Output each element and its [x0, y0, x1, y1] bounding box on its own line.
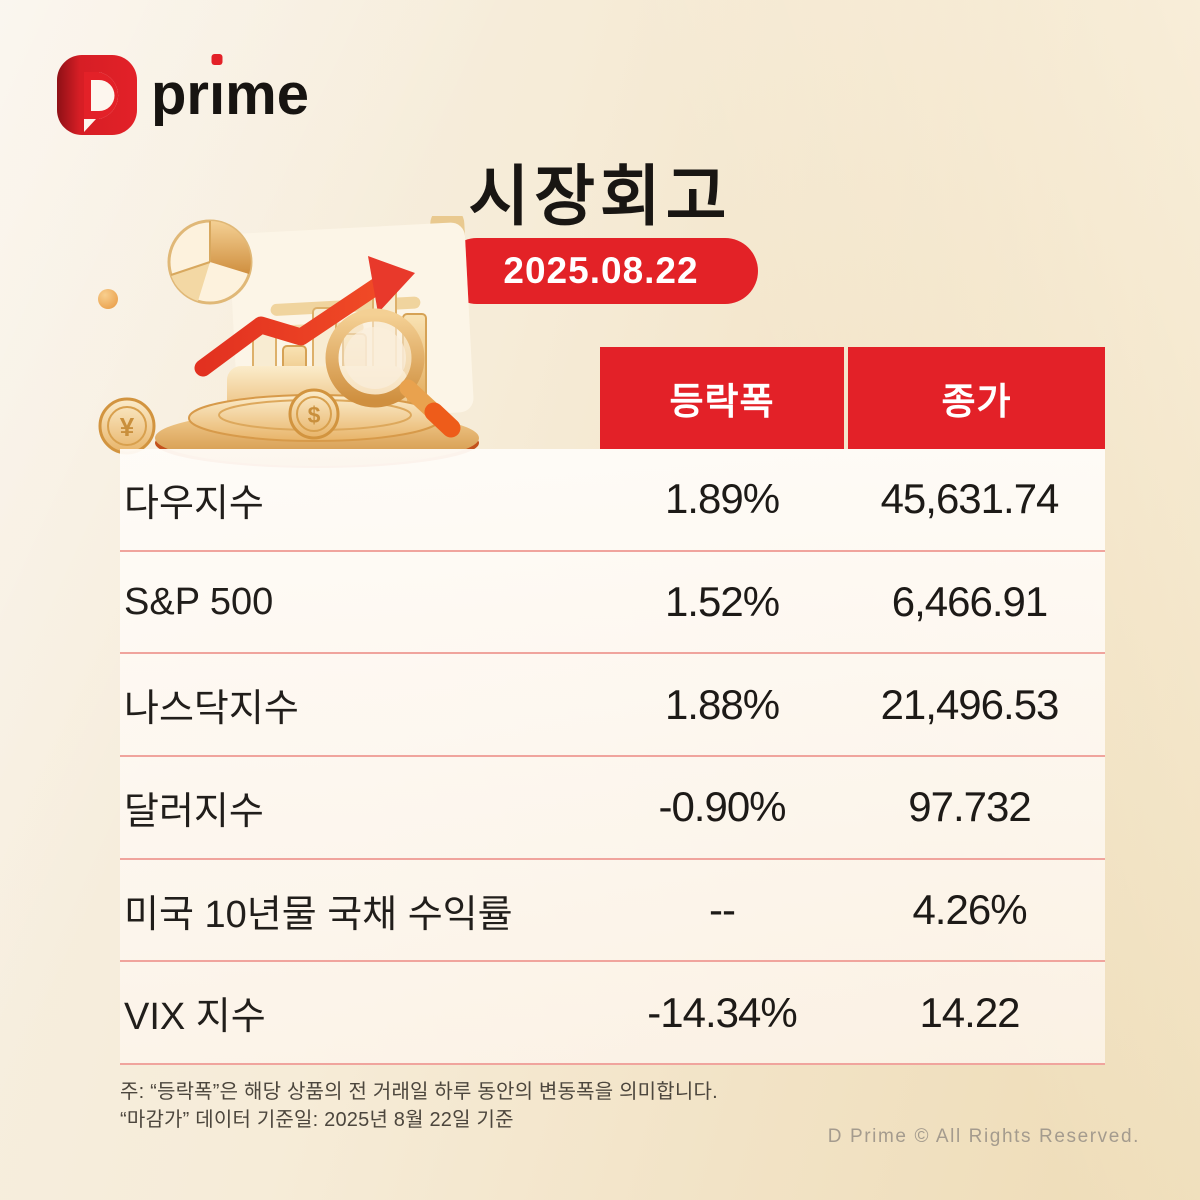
d-prime-logo-icon	[57, 55, 137, 135]
row-close: 21,496.53	[880, 680, 1060, 728]
row-close: 4.26%	[912, 886, 1027, 934]
row-close: 97.732	[908, 783, 1031, 831]
coin-yen-icon: ¥	[98, 397, 156, 455]
row-label: S&P 500	[124, 580, 274, 623]
magnifier-icon	[325, 308, 461, 438]
row-label: 나스닥지수	[124, 688, 299, 731]
row-change: 1.89%	[664, 475, 780, 523]
date-badge: 2025.08.22	[444, 238, 758, 304]
table-row: 미국 10년물 국채 수익률 -- 4.26%	[120, 860, 1105, 963]
wordmark-post: me	[225, 62, 309, 127]
footnote-line1: 주: “등락폭”은 해당 상품의 전 거래일 하루 동안의 변동폭을 의미합니다…	[120, 1081, 718, 1103]
column-header-change: 등락폭	[600, 347, 844, 449]
wordmark-i: ı	[209, 62, 226, 127]
row-change: 1.52%	[664, 578, 780, 626]
column-header-change-label: 등락폭	[669, 381, 775, 422]
footnotes: 주: “등락폭”은 해당 상품의 전 거래일 하루 동안의 변동폭을 의미합니다…	[120, 1078, 718, 1134]
pie-chart-icon	[167, 219, 253, 305]
row-change: 1.88%	[664, 680, 780, 728]
row-label: 미국 10년물 국채 수익률	[124, 893, 513, 936]
row-close: 45,631.74	[880, 475, 1060, 523]
svg-text:$: $	[308, 402, 321, 428]
column-header-close: 종가	[848, 347, 1105, 449]
row-change: -0.90%	[658, 783, 786, 831]
svg-text:¥: ¥	[120, 412, 135, 442]
row-change: -14.34%	[647, 988, 797, 1036]
growth-arrow-icon	[194, 256, 415, 377]
table-row: 나스닥지수 1.88% 21,496.53	[120, 654, 1105, 758]
table-row: 다우지수 1.89% 45,631.74	[120, 449, 1105, 552]
brand-logo: pr ı me	[57, 55, 309, 135]
row-close: 6,466.91	[891, 578, 1049, 626]
column-header-close-label: 종가	[941, 381, 1012, 422]
table-row: S&P 500 1.52% 6,466.91	[120, 552, 1105, 655]
table-row: 달러지수 -0.90% 97.732	[120, 757, 1105, 860]
market-growth-illustration: ¥ $	[98, 216, 479, 468]
page-title: 시장회고	[468, 159, 732, 233]
brand-wordmark: pr ı me	[151, 66, 309, 124]
wordmark-pre: pr	[151, 62, 209, 127]
market-table: 다우지수 1.89% 45,631.74 S&P 500 1.52% 6,466…	[120, 449, 1105, 1066]
copyright: D Prime © All Rights Reserved.	[827, 1126, 1140, 1147]
coin-dollar-icon: $	[288, 388, 340, 440]
row-label: 달러지수	[124, 790, 264, 833]
footnote-line2: “마감가” 데이터 기준일: 2025년 8월 22일 기준	[120, 1109, 514, 1131]
date-badge-label: 2025.08.22	[503, 250, 699, 291]
row-change: --	[709, 886, 736, 934]
row-label: 다우지수	[124, 482, 264, 525]
table-row: VIX 지수 -14.34% 14.22	[120, 962, 1105, 1066]
sphere-icon	[98, 289, 118, 309]
row-label: VIX 지수	[124, 996, 266, 1039]
row-close: 14.22	[919, 988, 1020, 1036]
